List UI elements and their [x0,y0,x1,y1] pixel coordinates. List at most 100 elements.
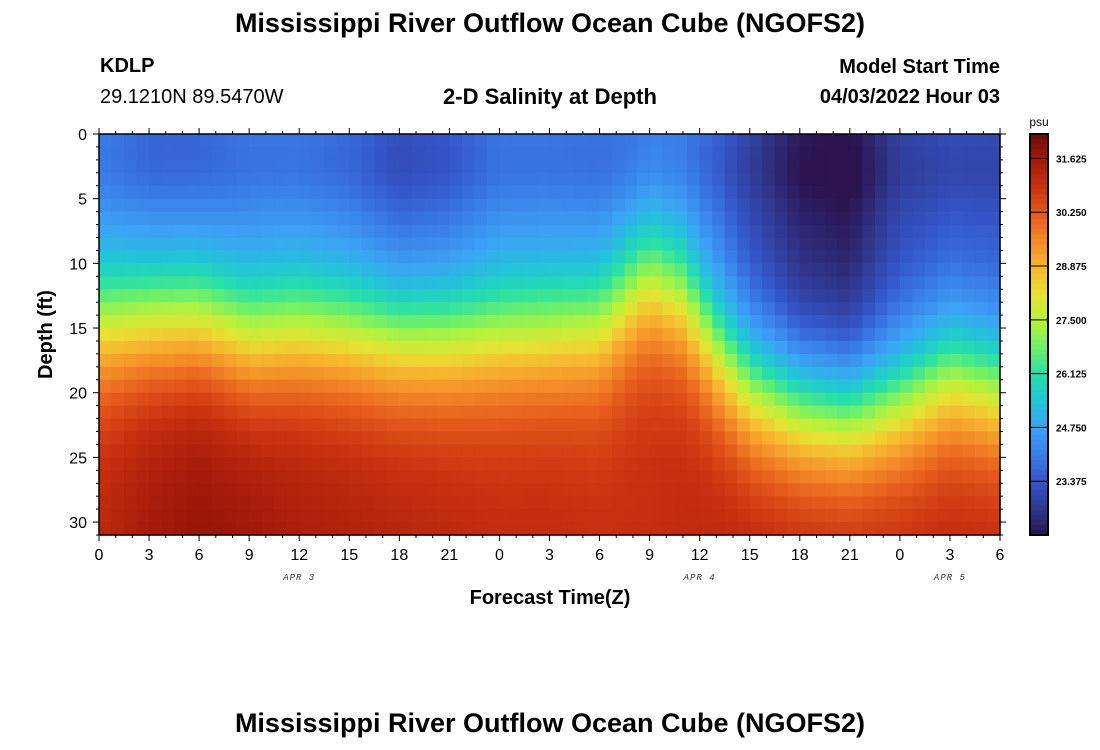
heatmap-cell [524,444,538,458]
heatmap-cell [486,483,501,497]
heatmap-cell [499,172,513,187]
heatmap-cell [874,509,888,523]
heatmap-cell [261,276,275,290]
heatmap-cell [436,302,450,316]
heatmap-cell [511,198,526,213]
heatmap-cell [699,509,713,523]
heatmap-cell [799,470,813,484]
heatmap-cell [624,431,638,446]
heatmap-cell [612,418,626,433]
heatmap-cell [612,146,626,161]
heatmap-cell [624,328,638,342]
heatmap-cell [324,263,338,277]
heatmap-cell [599,250,613,264]
heatmap-cell [587,224,601,239]
heatmap-cell [124,185,138,200]
heatmap-cell [937,159,951,174]
heatmap-cell [149,250,163,264]
heatmap-cell [737,340,751,355]
heatmap-cell [336,340,350,355]
heatmap-cell [762,185,776,200]
colorbar-tick-label: 26.125 [1056,370,1087,381]
heatmap-cell [749,237,763,252]
heatmap-cell [299,457,313,471]
heatmap-cell [899,211,913,226]
heatmap-cell [374,444,388,458]
heatmap-cell [449,185,463,200]
heatmap-cell [211,496,225,510]
heatmap-cell [887,353,901,368]
heatmap-cell [612,237,626,252]
heatmap-cell [274,263,288,277]
heatmap-cell [899,431,913,446]
heatmap-cell [136,418,150,433]
colorbar-swatch [1030,459,1048,466]
heatmap-cell [411,340,425,355]
heatmap-cell [524,276,538,290]
heatmap-cell [261,302,275,316]
heatmap-cell [774,431,788,446]
heatmap-cell [324,496,338,510]
colorbar-swatch [1030,154,1048,160]
heatmap-cell [174,483,188,497]
colorbar-tick-label: 23.375 [1056,477,1087,488]
heatmap-cell [186,457,200,471]
heatmap-cell [261,483,275,497]
colorbar-swatch [1030,264,1048,270]
heatmap-cell [599,444,613,458]
heatmap-cell [949,392,964,407]
heatmap-cell [737,392,751,407]
heatmap-cell [712,366,726,381]
heatmap-cell [687,340,701,355]
heatmap-cell [349,302,363,316]
heatmap-cell [887,522,901,536]
heatmap-cell [211,392,225,407]
heatmap-cell [111,198,125,213]
heatmap-cell [874,315,888,329]
heatmap-cell [474,302,488,316]
heatmap-cell [912,418,926,433]
heatmap-cell [712,431,726,446]
heatmap-cell [937,392,951,407]
y-tick-label: 25 [69,450,87,467]
heatmap-cell [111,224,125,239]
heatmap-cell [386,211,400,226]
heatmap-cell [849,172,863,187]
heatmap-cell [612,509,626,523]
heatmap-cell [374,302,388,316]
heatmap-cell [161,198,175,213]
heatmap-cell [386,328,400,342]
heatmap-cell [186,315,200,329]
heatmap-cell [812,237,826,252]
heatmap-cell [186,172,200,187]
heatmap-cell [161,172,175,187]
heatmap-cell [774,444,788,458]
heatmap-cell [249,263,263,277]
heatmap-cell [411,418,425,433]
heatmap-cell [511,522,526,536]
heatmap-cell [637,146,651,161]
heatmap-cell [762,431,776,446]
heatmap-cell [286,444,300,458]
heatmap-cell [812,328,826,342]
heatmap-cell [774,224,788,239]
heatmap-cell [149,340,163,355]
heatmap-cell [99,289,113,303]
heatmap-cell [424,509,438,523]
heatmap-cell [399,250,413,264]
heatmap-cell [349,522,363,536]
heatmap-cell [674,172,688,187]
heatmap-cell [436,185,450,200]
heatmap-cell [787,392,801,407]
heatmap-cell [149,392,163,407]
heatmap-cell [799,315,813,329]
heatmap-cell [161,405,175,420]
heatmap-cell [612,457,626,471]
heatmap-cell [699,263,713,277]
heatmap-cell [324,159,338,174]
heatmap-cell [524,289,538,303]
heatmap-cell [299,392,313,407]
heatmap-cell [249,328,263,342]
heatmap-cell [837,159,851,174]
heatmap-cell [161,134,175,148]
